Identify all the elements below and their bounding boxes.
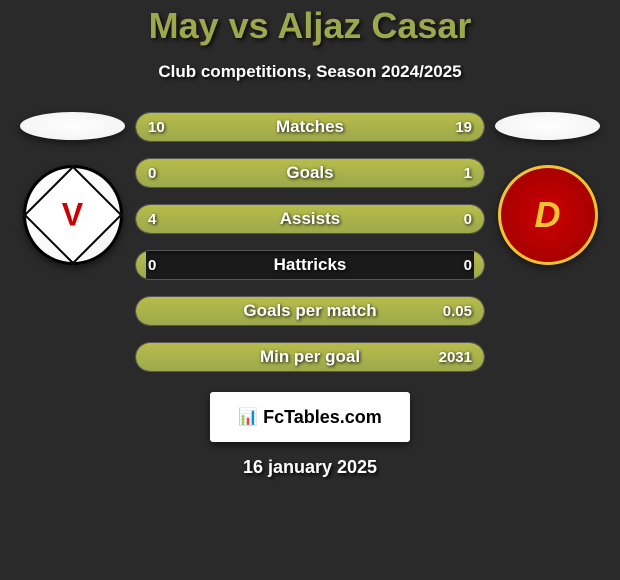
stat-value-right: 0 [464,211,472,228]
stat-label: Goals [136,163,484,183]
stat-bar-goals: 0 Goals 1 [135,158,485,188]
stat-value-right: 0.05 [443,303,472,320]
branding-text: FcTables.com [263,407,382,428]
date-label: 16 january 2025 [243,457,377,478]
left-ellipse-icon [20,112,125,140]
stat-value-right: 0 [464,257,472,274]
stat-bar-hattricks: 0 Hattricks 0 [135,250,485,280]
stat-value-right: 2031 [439,349,472,366]
stats-column: 10 Matches 19 0 Goals 1 4 Assists 0 [135,112,485,372]
main-container: May vs Aljaz Casar Club competitions, Se… [0,0,620,580]
stat-label: Assists [136,209,484,229]
left-logo-badge: V [23,166,122,265]
stat-bar-min-per-goal: Min per goal 2031 [135,342,485,372]
right-team-logo: D [498,165,598,265]
season-subtitle: Club competitions, Season 2024/2025 [158,62,461,82]
right-logo-letter: D [535,194,561,236]
comparison-area: V 10 Matches 19 0 Goals 1 [0,112,620,372]
right-team-column: D [495,112,600,265]
stat-label: Matches [136,117,484,137]
branding-badge[interactable]: 📊 FcTables.com [210,392,410,442]
right-ellipse-icon [495,112,600,140]
stat-label: Min per goal [136,347,484,367]
stat-value-right: 1 [464,165,472,182]
chart-icon: 📊 [238,407,258,427]
page-title: May vs Aljaz Casar [149,5,472,47]
stat-bar-matches: 10 Matches 19 [135,112,485,142]
stat-label: Hattricks [136,255,484,275]
left-team-column: V [20,112,125,265]
stat-bar-goals-per-match: Goals per match 0.05 [135,296,485,326]
stat-label: Goals per match [136,301,484,321]
left-logo-letter: V [62,197,83,234]
stat-bar-assists: 4 Assists 0 [135,204,485,234]
stat-value-right: 19 [455,119,472,136]
left-team-logo: V [23,165,123,265]
